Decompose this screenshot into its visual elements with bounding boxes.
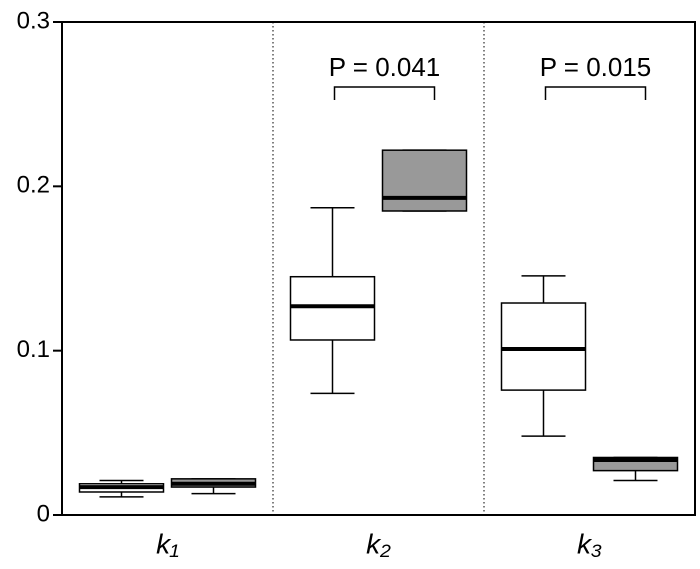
significance-bracket xyxy=(544,86,647,100)
x-tick-label: k₂ xyxy=(366,528,391,559)
y-tick-label: 0.3 xyxy=(17,7,50,34)
x-tick-label: k₁ xyxy=(156,528,179,559)
plot-frame xyxy=(61,21,696,516)
box xyxy=(289,275,376,341)
y-tick-label: 0.2 xyxy=(17,172,50,199)
x-tick-label: k₃ xyxy=(577,528,602,559)
y-tick-label: 0 xyxy=(37,500,50,527)
significance-bracket xyxy=(333,86,436,100)
p-value-annotation: P = 0.015 xyxy=(540,52,652,82)
p-value-annotation: P = 0.041 xyxy=(329,52,441,82)
box xyxy=(381,149,468,212)
box xyxy=(500,302,587,391)
y-tick-label: 0.1 xyxy=(17,336,50,363)
